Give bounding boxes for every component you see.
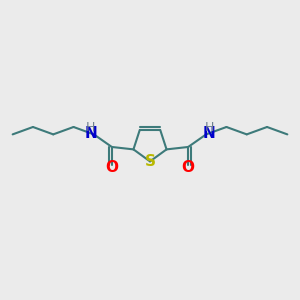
Text: S: S — [145, 154, 155, 169]
Text: O: O — [182, 160, 195, 175]
Text: H: H — [86, 121, 95, 134]
Text: N: N — [85, 126, 97, 141]
Text: N: N — [203, 126, 215, 141]
Text: O: O — [105, 160, 119, 175]
Text: H: H — [205, 121, 214, 134]
